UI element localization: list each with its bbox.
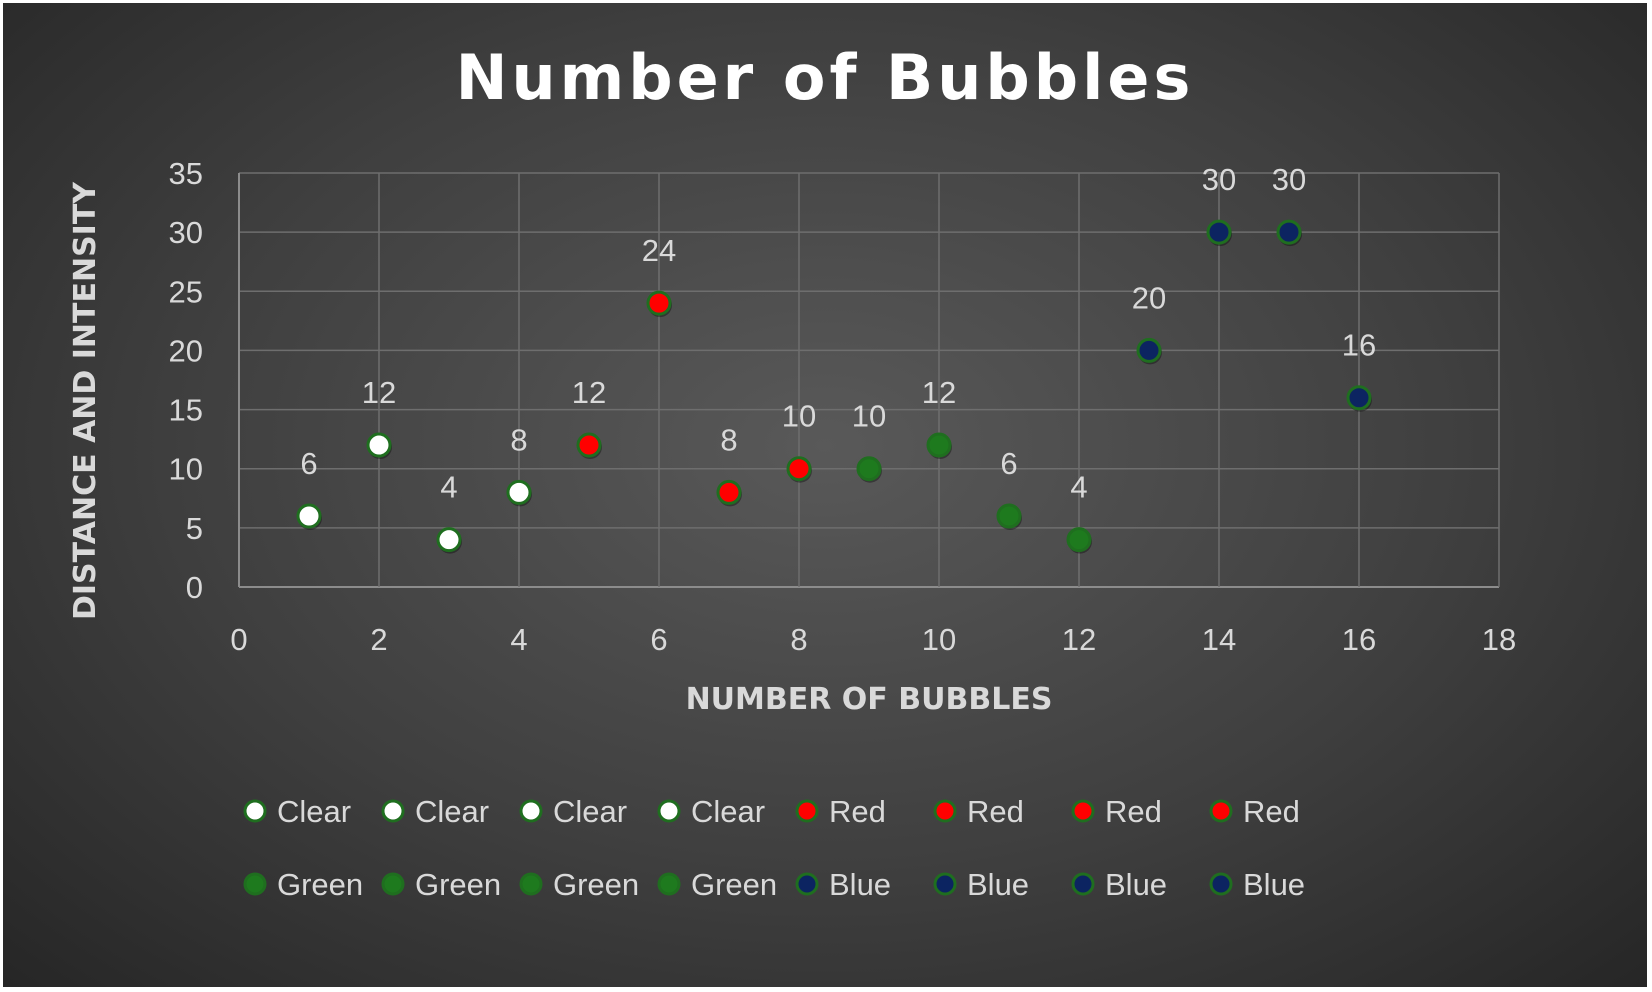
legend-marker: [243, 799, 267, 823]
data-label: 30: [1272, 162, 1306, 197]
x-tick-label: 6: [650, 622, 667, 657]
legend-marker: [1071, 872, 1095, 896]
legend-entry-label: Clear: [415, 794, 489, 829]
x-tick-label: 16: [1342, 622, 1376, 657]
data-label: 8: [720, 422, 737, 457]
data-points: [296, 219, 1372, 554]
x-tick-label: 8: [790, 622, 807, 657]
data-label: 24: [642, 233, 676, 268]
legend-marker: [381, 799, 405, 823]
data-label: 12: [922, 375, 956, 410]
legend-marker: [657, 872, 681, 896]
legend-marker: [519, 799, 543, 823]
y-tick-label: 30: [169, 215, 203, 250]
data-label: 12: [572, 375, 606, 410]
data-label: 20: [1132, 280, 1166, 315]
data-label: 30: [1202, 162, 1236, 197]
legend-entry-label: Green: [277, 867, 363, 902]
x-tick-labels: 0 2 4 6 8 10 12 14 16 18: [230, 622, 1516, 657]
data-label: 8: [510, 422, 527, 457]
x-tick-label: 4: [510, 622, 527, 657]
grid: [238, 172, 1500, 588]
legend-marker: [381, 872, 405, 896]
legend-entry-label: Green: [415, 867, 501, 902]
legend-marker: [1071, 799, 1095, 823]
legend-entry-label: Green: [553, 867, 639, 902]
y-tick-labels: 0 5 10 15 20 25 30 35: [169, 156, 203, 605]
legend-entry-label: Green: [691, 867, 777, 902]
data-label: 4: [440, 470, 457, 505]
x-axis-title: NUMBER OF BUBBLES: [686, 682, 1053, 717]
data-point: [926, 432, 952, 458]
data-label: 12: [362, 375, 396, 410]
legend-entry-label: Blue: [1243, 867, 1305, 902]
legend-marker: [795, 799, 819, 823]
data-point: [1136, 337, 1162, 363]
chart-title: Number of Bubbles: [456, 41, 1195, 114]
legend: Clear Clear Clear Clear Red Red Red Red Green Gre…: [243, 794, 1305, 902]
legend-entry-label: Red: [1105, 794, 1162, 829]
y-tick-label: 35: [169, 156, 203, 191]
data-point: [296, 503, 322, 529]
x-tick-label: 10: [922, 622, 956, 657]
legend-entry-label: Blue: [967, 867, 1029, 902]
y-tick-label: 10: [169, 452, 203, 487]
legend-entry-label: Clear: [277, 794, 351, 829]
legend-marker: [933, 872, 957, 896]
legend-marker: [519, 872, 543, 896]
legend-marker: [1209, 872, 1233, 896]
data-point: [856, 456, 882, 482]
legend-entry-label: Blue: [1105, 867, 1167, 902]
y-axis-title: DISTANCE AND INTENSITY: [68, 181, 103, 620]
data-point: [1066, 527, 1092, 553]
y-tick-label: 5: [186, 511, 203, 546]
legend-entry-label: Clear: [691, 794, 765, 829]
data-label: 6: [300, 446, 317, 481]
data-point: [436, 527, 462, 553]
data-point: [646, 290, 672, 316]
x-tick-label: 0: [230, 622, 247, 657]
data-point: [1206, 219, 1232, 245]
data-point: [366, 432, 392, 458]
y-tick-label: 15: [169, 393, 203, 428]
data-point: [786, 456, 812, 482]
legend-entry-label: Clear: [553, 794, 627, 829]
data-point: [506, 479, 532, 505]
x-tick-label: 18: [1482, 622, 1516, 657]
data-label: 10: [782, 399, 816, 434]
data-label: 10: [852, 399, 886, 434]
data-labels: 6 12 4 8 12 24 8 10 10 12 6 4 20 30 30 16: [300, 162, 1376, 505]
data-point: [1276, 219, 1302, 245]
legend-entry-label: Red: [967, 794, 1024, 829]
y-tick-label: 0: [186, 570, 203, 605]
y-tick-label: 25: [169, 274, 203, 309]
data-point: [576, 432, 602, 458]
data-label: 4: [1070, 470, 1087, 505]
x-tick-label: 2: [370, 622, 387, 657]
legend-entry-label: Blue: [829, 867, 891, 902]
data-point: [1346, 385, 1372, 411]
legend-entry-label: Red: [1243, 794, 1300, 829]
legend-entry-label: Red: [829, 794, 886, 829]
x-tick-label: 12: [1062, 622, 1096, 657]
data-point: [996, 503, 1022, 529]
data-label: 16: [1342, 328, 1376, 363]
legend-marker: [243, 872, 267, 896]
y-tick-label: 20: [169, 333, 203, 368]
chart-frame: Number of Bubbles 0 5 10 15 20 25 30 35 0 2 4 6 8 10…: [3, 3, 1647, 987]
data-label: 6: [1000, 446, 1017, 481]
legend-marker: [657, 799, 681, 823]
x-tick-label: 14: [1202, 622, 1236, 657]
data-point: [716, 479, 742, 505]
legend-marker: [1209, 799, 1233, 823]
legend-marker: [795, 872, 819, 896]
legend-marker: [933, 799, 957, 823]
